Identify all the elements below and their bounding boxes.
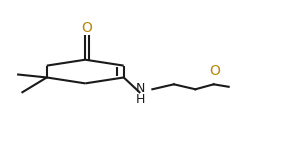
Text: O: O — [82, 21, 92, 35]
Text: H: H — [136, 93, 146, 106]
Text: N: N — [136, 82, 146, 95]
Text: O: O — [210, 64, 221, 78]
